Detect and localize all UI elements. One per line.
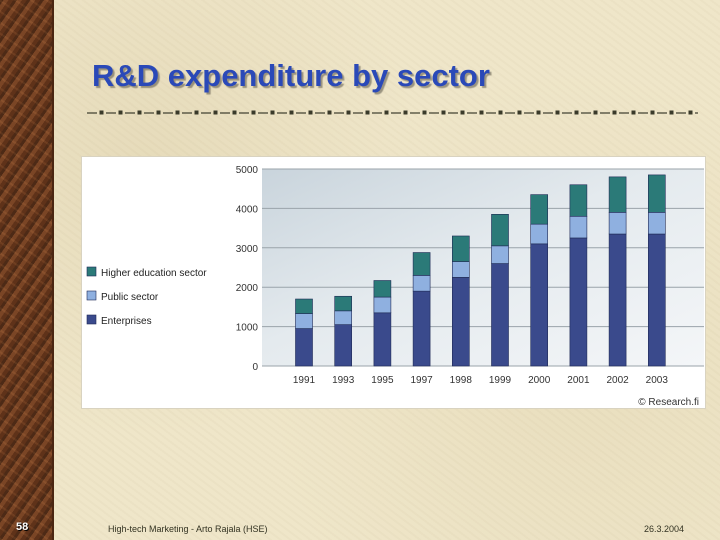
bar-segment <box>295 313 313 329</box>
bar-segment <box>412 290 431 367</box>
chart-panel: 0 1000 2000 3000 4000 5000 1991 1993 1995 1997 19… <box>81 156 706 409</box>
legend-label: Enterprises <box>101 316 152 327</box>
bar-segment <box>647 233 666 367</box>
legend: Higher education sector Public sector Ente… <box>86 266 207 327</box>
legend-label: Public sector <box>101 292 159 303</box>
bar-segment <box>647 174 666 213</box>
title-divider <box>86 106 698 120</box>
bar-segment <box>491 263 509 367</box>
bar-segment <box>373 296 392 314</box>
bar-segment <box>491 245 509 264</box>
x-tick-label: 2003 <box>646 375 669 386</box>
plot-area-background <box>262 169 704 366</box>
footer-presenter: High-tech Marketing - Arto Rajala (HSE) <box>108 524 268 534</box>
x-tick-label: 2000 <box>528 375 551 386</box>
bar-segment <box>451 235 470 262</box>
slide-number: 58 <box>16 521 29 533</box>
bar-segment <box>373 312 392 367</box>
bar-segment <box>295 298 313 314</box>
bar-segment <box>530 194 549 225</box>
y-tick-label: 2000 <box>236 283 259 294</box>
x-axis-ticks: 1991 1993 1995 1997 1998 1999 2000 2001 2002 2003 <box>293 375 668 386</box>
bar-segment <box>412 275 431 292</box>
x-tick-label: 1998 <box>450 375 473 386</box>
bar-segment <box>569 237 588 367</box>
bar-segment <box>569 215 588 239</box>
bar-segment <box>334 310 352 325</box>
slide-title: R&D expenditure by sector <box>92 58 490 93</box>
bar-segment <box>373 280 392 298</box>
y-tick-label: 5000 <box>236 165 259 176</box>
y-axis-ticks: 0 1000 2000 3000 4000 5000 <box>236 165 259 373</box>
bar-segment <box>608 233 627 367</box>
legend-label: Higher education sector <box>101 268 207 279</box>
legend-swatch <box>86 314 97 325</box>
bar-segment <box>412 252 431 276</box>
bars <box>295 174 666 367</box>
y-tick-label: 4000 <box>236 204 259 215</box>
x-tick-label: 1997 <box>410 375 433 386</box>
y-tick-label: 0 <box>252 362 258 373</box>
bar-segment <box>647 212 666 235</box>
bar-segment <box>608 212 627 235</box>
bar-segment <box>451 277 470 367</box>
legend-swatch <box>86 266 97 277</box>
legend-swatch <box>86 290 97 301</box>
y-tick-label: 3000 <box>236 244 259 255</box>
chart-credit: © Research.fi <box>638 397 699 408</box>
x-tick-label: 1991 <box>293 375 316 386</box>
footer-date: 26.3.2004 <box>643 524 684 534</box>
bar-segment <box>569 184 588 217</box>
x-tick-label: 1999 <box>489 375 512 386</box>
bar-segment <box>530 243 549 367</box>
x-tick-label: 1995 <box>371 375 394 386</box>
bar-segment <box>334 324 352 367</box>
x-tick-label: 2001 <box>567 375 590 386</box>
bar-segment <box>295 328 313 367</box>
bar-segment <box>451 261 470 278</box>
x-tick-label: 1993 <box>332 375 355 386</box>
y-tick-label: 1000 <box>236 323 259 334</box>
bar-segment <box>334 295 352 312</box>
decorative-side-strip <box>0 0 54 540</box>
bar-segment <box>491 214 509 247</box>
bar-segment <box>530 223 549 245</box>
x-tick-label: 2002 <box>606 375 629 386</box>
bar-segment <box>608 176 627 213</box>
